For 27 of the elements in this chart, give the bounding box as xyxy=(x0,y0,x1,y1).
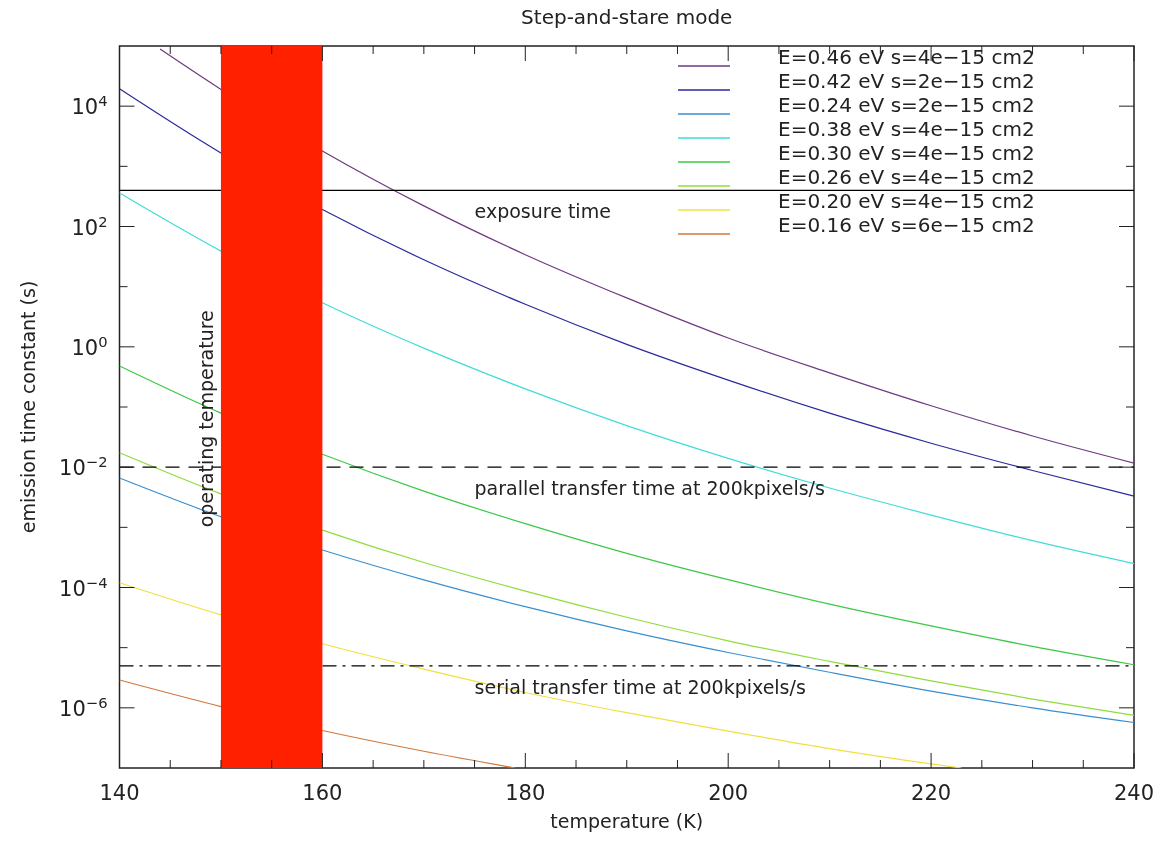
legend-label: E=0.24 eV s=2e−15 cm2 xyxy=(778,93,1035,117)
line-series xyxy=(119,192,1134,565)
y-tick-label: 10$^{−4}$ xyxy=(59,573,108,601)
x-tick-label: 160 xyxy=(302,781,343,805)
x-axis-title: temperature (K) xyxy=(550,810,704,832)
y-tick-label: 10$^{−2}$ xyxy=(59,452,108,481)
legend-label: E=0.20 eV s=4e−15 cm2 xyxy=(778,189,1035,213)
x-tick-label: 140 xyxy=(99,781,140,805)
x-tick-label: 220 xyxy=(911,781,952,805)
x-tick-label: 180 xyxy=(505,781,546,805)
text: E=0.46 eV s=4e−15 cm2 xyxy=(778,45,1035,69)
y-axis-title: emission time constant (s) xyxy=(17,280,39,534)
y-tick-label: 10$^{2}$ xyxy=(71,212,108,240)
x-tick-label: 200 xyxy=(708,781,749,805)
legend-label: E=0.26 eV s=4e−15 cm2 xyxy=(778,165,1035,189)
legend-label: E=0.42 eV s=2e−15 cm2 xyxy=(778,69,1035,93)
legend-label: E=0.38 eV s=4e−15 cm2 xyxy=(778,117,1035,141)
legend-label: E=0.16 eV s=6e−15 cm2 xyxy=(778,213,1035,237)
ref-line-label: exposure time xyxy=(474,200,611,223)
x-tick-label: 240 xyxy=(1113,781,1155,805)
ref-line-label: parallel transfer time at 200kpixels/s xyxy=(474,477,825,500)
band-label: operating temperature xyxy=(194,310,217,528)
y-tick-label: 10$^{4}$ xyxy=(71,91,108,120)
y-tick-label: 10$^{−6}$ xyxy=(59,693,108,721)
chart-title: Step-and-stare mode xyxy=(521,5,733,29)
legend-label: E=0.30 eV s=4e−15 cm2 xyxy=(778,141,1035,165)
y-tick-label: 10$^{0}$ xyxy=(71,332,108,360)
